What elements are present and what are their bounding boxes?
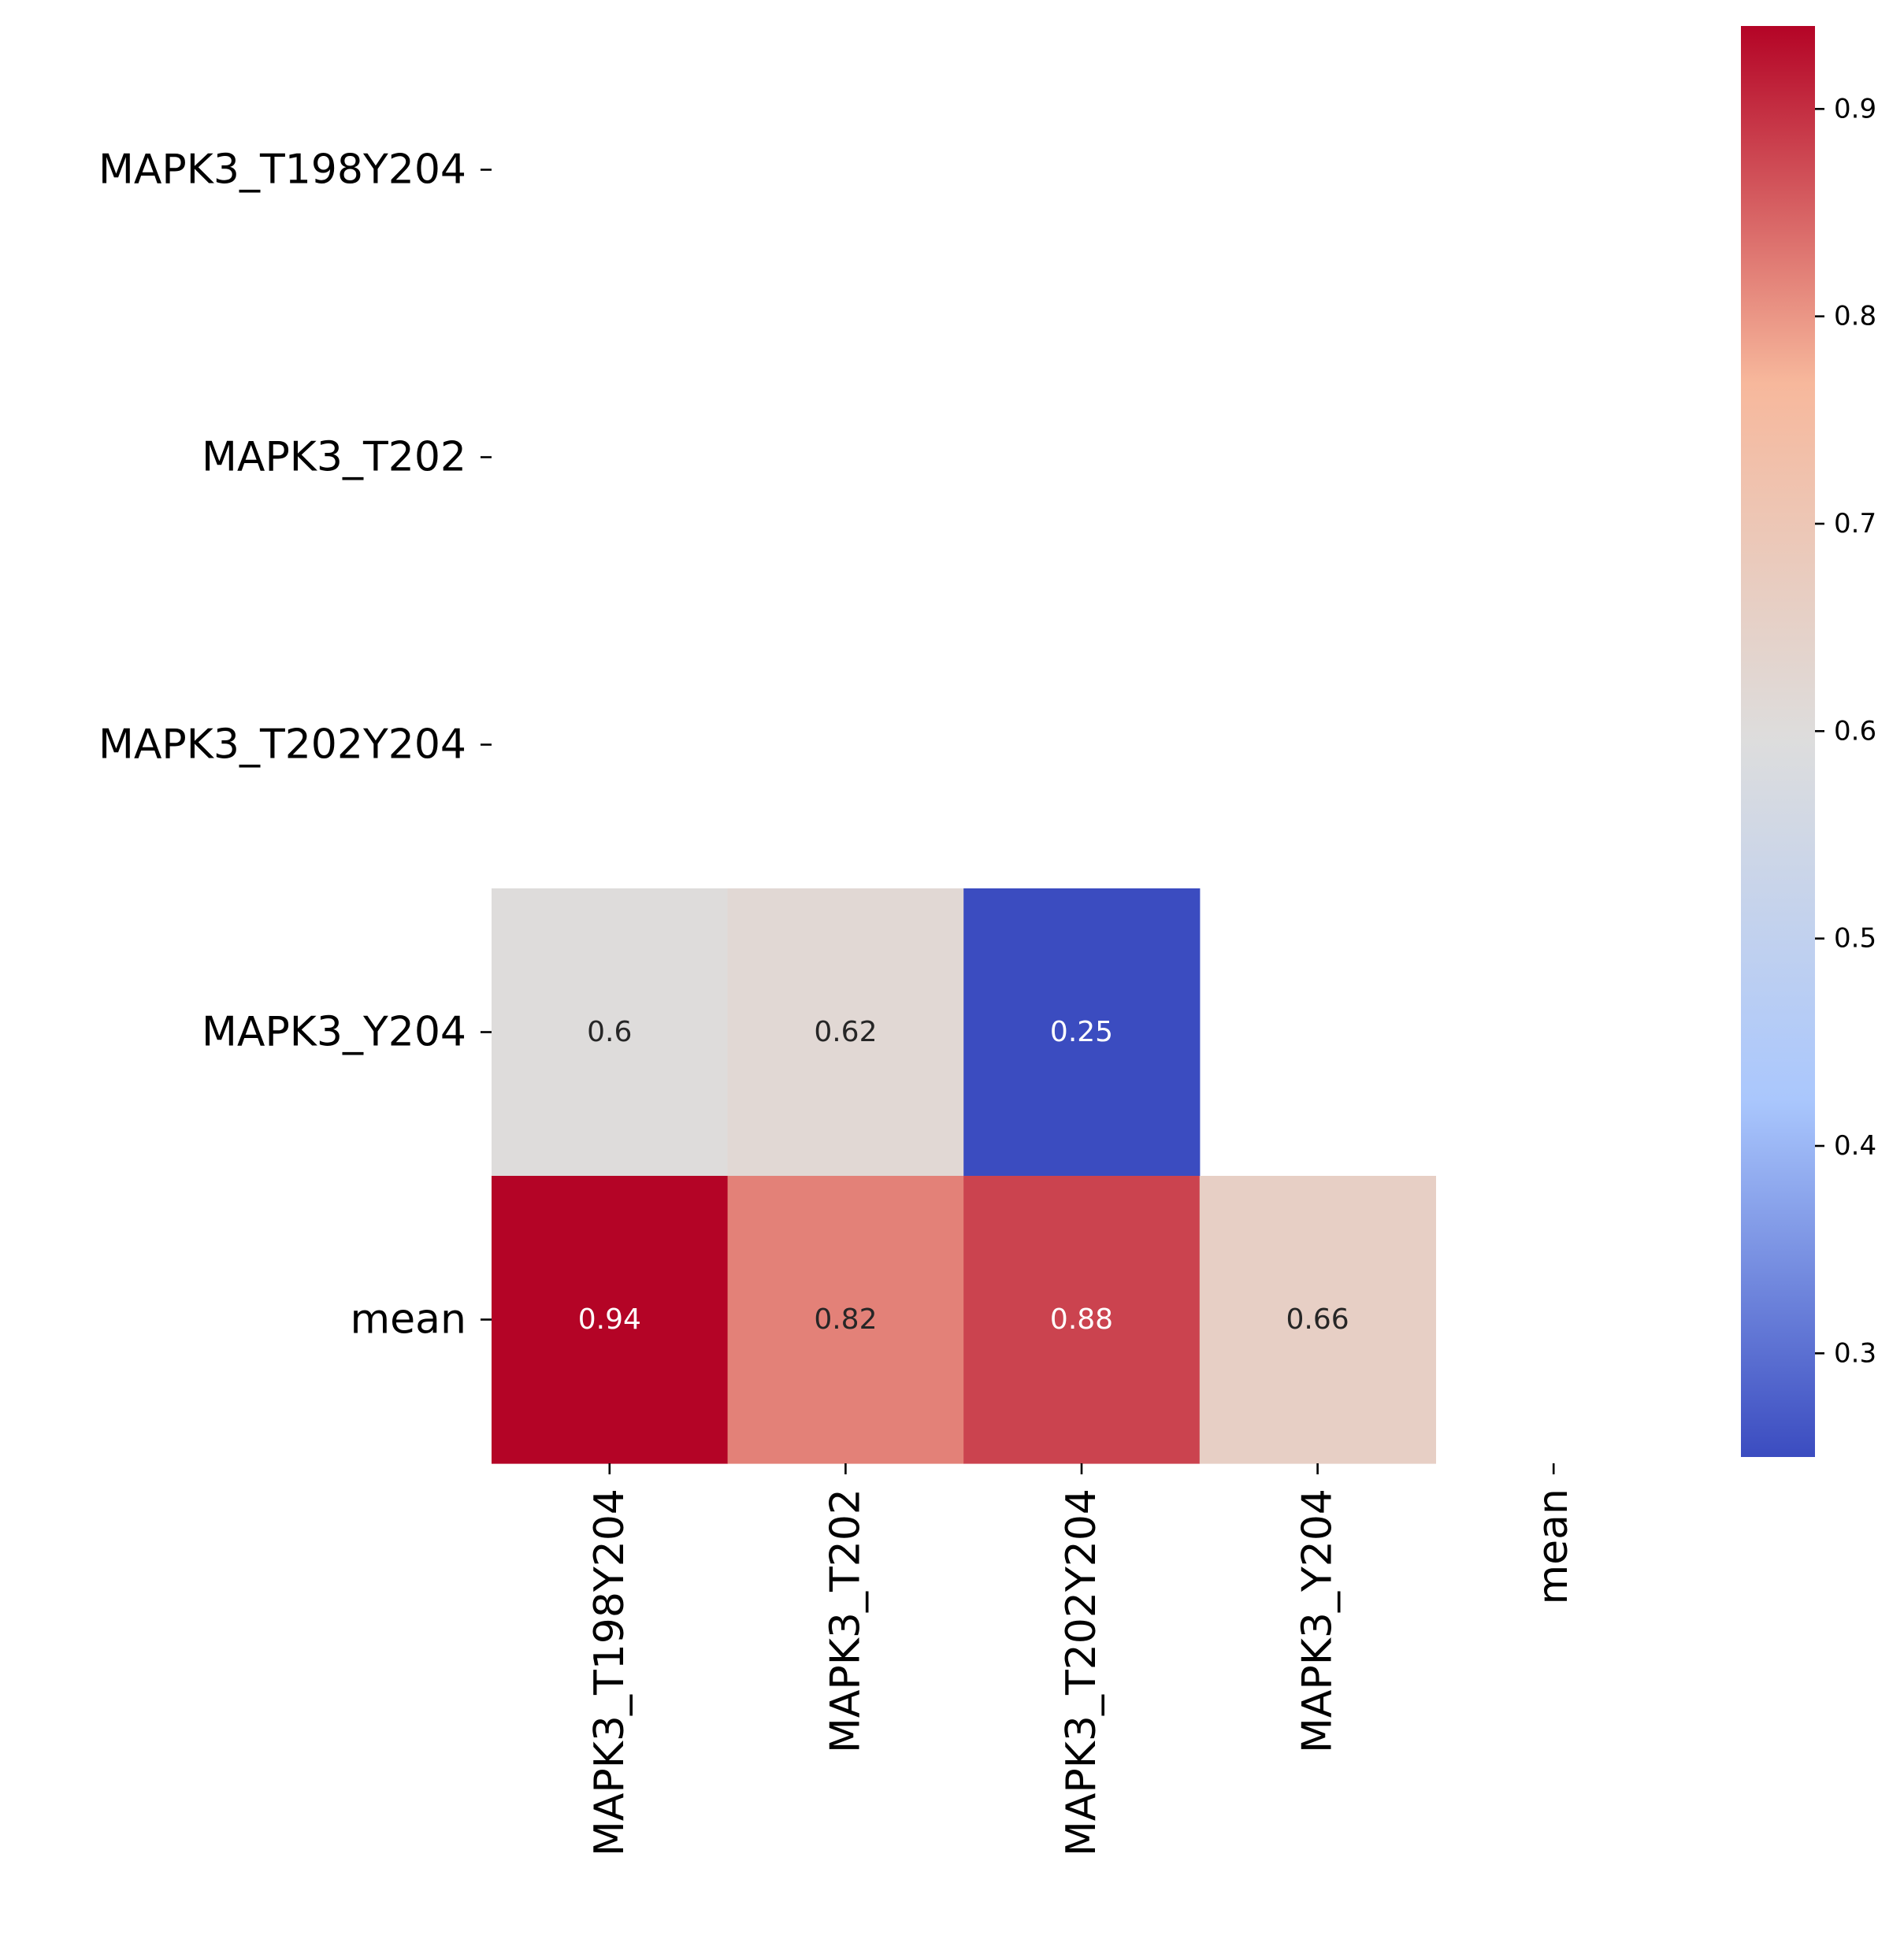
colorbar-tick-label: 0.9 xyxy=(1834,93,1876,124)
cell-annotations: 0.6 0.62 0.25 0.94 0.82 0.88 0.66 xyxy=(578,1016,1349,1336)
row-label: MAPK3_T202Y204 xyxy=(98,721,466,769)
cell-annotation: 0.82 xyxy=(814,1303,877,1336)
colorbar-tick-label: 0.5 xyxy=(1834,923,1876,955)
colorbar-tick-label: 0.6 xyxy=(1834,715,1876,747)
heatmap-cell xyxy=(963,1176,1201,1464)
colorbar-tick-label: 0.8 xyxy=(1834,301,1876,332)
cell-annotation: 0.62 xyxy=(814,1016,877,1048)
row-label: mean xyxy=(351,1296,466,1344)
row-axis: MAPK3_T198Y204 MAPK3_T202 MAPK3_T202Y204 MA… xyxy=(98,146,492,1344)
cell-annotation: 0.66 xyxy=(1286,1303,1349,1336)
cell-annotation: 0.25 xyxy=(1050,1016,1113,1048)
column-axis: MAPK3_T198Y204 MAPK3_T202 MAPK3_T202Y204 MA… xyxy=(586,1463,1577,1856)
column-label: mean xyxy=(1530,1489,1577,1604)
cell-annotation: 0.88 xyxy=(1050,1303,1113,1336)
heatmap-cell xyxy=(727,1176,964,1464)
column-label: MAPK3_T198Y204 xyxy=(586,1489,633,1856)
row-label: MAPK3_T198Y204 xyxy=(98,146,466,194)
heatmap-cell xyxy=(963,888,1201,1177)
row-label: MAPK3_Y204 xyxy=(202,1009,466,1056)
row-label: MAPK3_T202 xyxy=(202,434,466,481)
colorbar: 0.3 0.4 0.5 0.6 0.7 0.8 0.9 xyxy=(1741,26,1876,1457)
column-label: MAPK3_Y204 xyxy=(1294,1489,1342,1753)
colorbar-ticks: 0.3 0.4 0.5 0.6 0.7 0.8 0.9 xyxy=(1815,93,1876,1369)
column-label: MAPK3_T202Y204 xyxy=(1058,1489,1105,1856)
heatmap-cell xyxy=(492,888,729,1177)
heatmap-cells xyxy=(492,888,1436,1464)
heatmap-cell xyxy=(1199,1176,1436,1464)
colorbar-tick-label: 0.4 xyxy=(1834,1130,1876,1162)
cell-annotation: 0.6 xyxy=(587,1016,632,1048)
colorbar-tick-label: 0.7 xyxy=(1834,508,1876,539)
colorbar-tick-label: 0.3 xyxy=(1834,1337,1876,1369)
heatmap-cell xyxy=(727,888,964,1177)
column-label: MAPK3_T202 xyxy=(822,1489,869,1753)
cell-annotation: 0.94 xyxy=(578,1303,641,1336)
heatmap-cell xyxy=(492,1176,729,1464)
colorbar-gradient xyxy=(1741,26,1815,1457)
